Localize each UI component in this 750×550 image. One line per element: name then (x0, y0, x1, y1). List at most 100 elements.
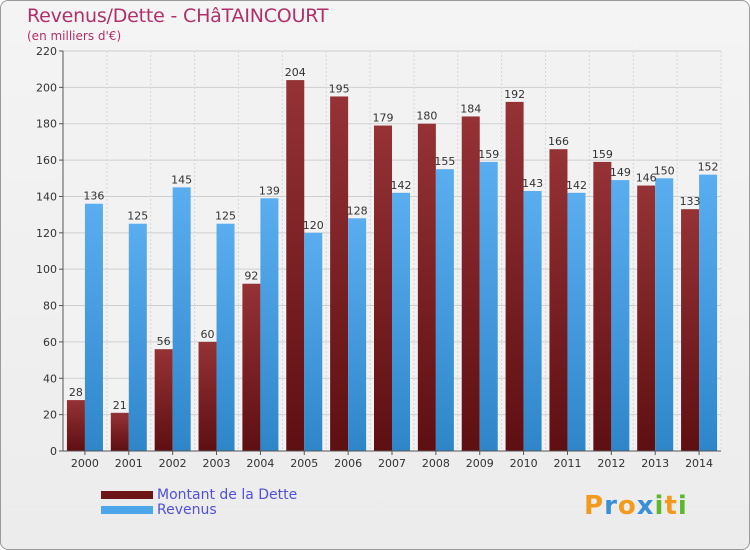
data-label-dette: 28 (69, 386, 83, 399)
data-label-dette: 133 (680, 195, 701, 208)
bar-revenus (479, 161, 498, 451)
x-tick-label: 2011 (553, 457, 581, 470)
chart-subtitle: (en milliers d'€) (27, 29, 122, 43)
bar-dette (198, 341, 217, 451)
bar-dette (681, 209, 700, 451)
data-label-revenus: 136 (83, 190, 104, 203)
bar-revenus (435, 169, 454, 451)
data-label-dette: 92 (244, 270, 258, 283)
y-tick-label: 200 (36, 81, 57, 94)
x-tick-label: 2008 (422, 457, 450, 470)
data-label-dette: 60 (201, 328, 215, 341)
logo-letter: t (664, 491, 678, 521)
data-label-dette: 21 (113, 399, 127, 412)
data-label-dette: 192 (504, 88, 525, 101)
axis-layer: 0 20 40 60 80 100 120 140 160 180 200 220 2000 2001 20… (36, 45, 721, 470)
data-label-revenus: 139 (259, 184, 280, 197)
y-tick-label: 160 (36, 154, 57, 167)
x-tick-label: 2001 (115, 457, 143, 470)
data-label-dette: 159 (592, 148, 613, 161)
legend-item-revenus: Revenus (101, 502, 217, 518)
legend-swatch-revenus (101, 506, 153, 514)
data-label-revenus: 143 (522, 177, 543, 190)
bar-dette (505, 101, 524, 451)
data-label-dette: 180 (416, 110, 437, 123)
bar-dette (374, 125, 392, 451)
legend-item-dette: Montant de la Dette (101, 487, 297, 503)
data-label-revenus: 155 (434, 155, 455, 168)
data-label-dette: 204 (285, 66, 306, 79)
bar-revenus (348, 218, 367, 451)
label-layer: 28 136 21 125 56 145 60 125 92 139 204 120 195 128 179… (69, 66, 719, 412)
y-tick-label: 40 (43, 372, 57, 385)
legend-swatch-dette (101, 491, 153, 499)
x-tick-label: 2003 (203, 457, 231, 470)
bar-dette (549, 149, 568, 451)
x-tick-label: 2009 (466, 457, 494, 470)
legend-label-dette: Montant de la Dette (157, 487, 298, 503)
logo-letter: P (584, 491, 605, 521)
data-label-revenus: 128 (347, 204, 368, 217)
bar-revenus (611, 180, 630, 451)
x-tick-label: 2002 (159, 457, 187, 470)
chart-title: Revenus/Dette - CHâTAINCOURT (27, 5, 329, 27)
data-label-dette: 179 (373, 112, 394, 125)
y-tick-label: 100 (36, 263, 57, 276)
data-label-dette: 195 (329, 82, 350, 95)
bar-dette (154, 349, 173, 451)
y-tick-label: 80 (43, 300, 57, 313)
bar-revenus (523, 191, 542, 451)
data-label-revenus: 142 (391, 179, 412, 192)
y-tick-label: 20 (43, 409, 57, 422)
logo-letter: o (617, 491, 637, 521)
y-tick-label: 140 (36, 190, 57, 203)
logo-letter: i (654, 491, 665, 521)
bar-dette (417, 123, 436, 452)
y-tick-label: 0 (50, 445, 57, 458)
data-label-revenus: 145 (171, 173, 192, 186)
logo-letter: r (604, 491, 618, 521)
y-tick-label: 120 (36, 227, 57, 240)
bar-dette (66, 400, 85, 451)
bar-dette (461, 116, 480, 452)
bar-revenus (304, 232, 323, 451)
bar-revenus (84, 203, 103, 451)
bar-revenus (699, 174, 718, 452)
logo-letter: x (636, 491, 655, 521)
x-tick-label: 2012 (597, 457, 625, 470)
x-tick-label: 2005 (290, 457, 318, 470)
data-label-revenus: 142 (566, 179, 587, 192)
data-label-revenus: 120 (303, 219, 324, 232)
data-label-dette: 184 (460, 102, 481, 115)
bar-revenus (655, 178, 674, 452)
y-tick-label: 180 (36, 118, 57, 131)
data-label-revenus: 159 (478, 148, 499, 161)
bar-revenus (567, 192, 586, 451)
data-label-dette: 166 (548, 135, 569, 148)
bar-revenus (260, 198, 279, 451)
data-label-revenus: 150 (654, 164, 675, 177)
data-label-revenus: 149 (610, 166, 631, 179)
bar-dette (110, 412, 129, 451)
data-label-revenus: 125 (215, 210, 236, 223)
bar-dette (637, 185, 656, 451)
bar-revenus (172, 187, 191, 451)
x-tick-label: 2004 (246, 457, 274, 470)
proxiti-logo: Proxiti (584, 491, 688, 521)
logo-letter: i (677, 491, 688, 521)
x-tick-label: 2007 (378, 457, 406, 470)
data-label-revenus: 125 (127, 210, 148, 223)
bar-dette (286, 80, 305, 451)
bar-dette (242, 283, 261, 451)
x-tick-label: 2013 (641, 457, 669, 470)
y-tick-label: 60 (43, 336, 57, 349)
bar-layer (66, 80, 718, 452)
legend-label-revenus: Revenus (157, 502, 217, 518)
data-label-revenus: 152 (698, 161, 719, 174)
y-tick-label: 220 (36, 45, 57, 58)
bar-revenus (392, 192, 410, 451)
bar-revenus (216, 223, 235, 451)
x-tick-label: 2000 (71, 457, 99, 470)
x-tick-label: 2014 (685, 457, 713, 470)
